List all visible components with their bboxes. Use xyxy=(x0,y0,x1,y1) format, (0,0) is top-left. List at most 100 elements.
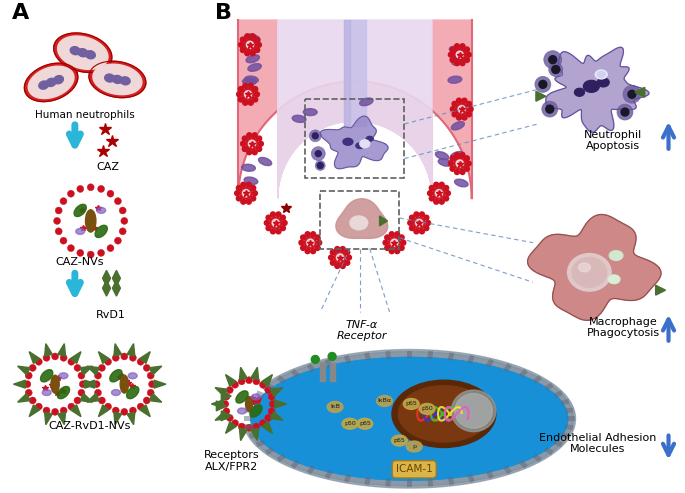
Ellipse shape xyxy=(597,71,605,77)
Ellipse shape xyxy=(609,250,623,260)
Circle shape xyxy=(270,217,282,229)
Ellipse shape xyxy=(391,435,408,446)
Polygon shape xyxy=(154,380,166,388)
Text: Macrophage
Phagocytosis: Macrophage Phagocytosis xyxy=(586,317,660,339)
Ellipse shape xyxy=(127,387,139,399)
Polygon shape xyxy=(364,352,371,361)
Polygon shape xyxy=(290,459,300,469)
Polygon shape xyxy=(127,344,135,356)
Polygon shape xyxy=(80,393,92,402)
Ellipse shape xyxy=(292,115,306,122)
Circle shape xyxy=(388,237,400,248)
Circle shape xyxy=(257,136,262,141)
Circle shape xyxy=(466,112,471,117)
Polygon shape xyxy=(447,476,454,486)
Polygon shape xyxy=(277,20,432,198)
Circle shape xyxy=(539,80,547,88)
Circle shape xyxy=(427,191,432,196)
Circle shape xyxy=(249,140,256,147)
Circle shape xyxy=(264,415,272,422)
Polygon shape xyxy=(103,281,110,288)
Circle shape xyxy=(628,90,636,98)
Polygon shape xyxy=(28,66,74,99)
Text: CAZ: CAZ xyxy=(96,162,119,172)
Circle shape xyxy=(93,381,100,387)
Text: RvD1: RvD1 xyxy=(95,310,125,320)
Circle shape xyxy=(462,115,467,120)
Circle shape xyxy=(77,249,84,256)
Circle shape xyxy=(410,215,414,220)
Circle shape xyxy=(389,248,394,253)
Polygon shape xyxy=(45,412,52,424)
Polygon shape xyxy=(256,390,265,398)
Text: Neutrophil
Apoptosis: Neutrophil Apoptosis xyxy=(584,130,643,151)
Ellipse shape xyxy=(356,143,364,148)
Text: p50: p50 xyxy=(344,421,356,426)
Polygon shape xyxy=(71,352,81,363)
Polygon shape xyxy=(427,351,434,359)
Ellipse shape xyxy=(45,81,50,86)
Ellipse shape xyxy=(436,152,449,160)
Ellipse shape xyxy=(78,49,88,57)
Polygon shape xyxy=(87,366,99,375)
Circle shape xyxy=(464,166,469,171)
Text: CAZ-NVs: CAZ-NVs xyxy=(55,256,103,267)
Ellipse shape xyxy=(575,88,584,96)
Circle shape xyxy=(453,158,466,170)
Circle shape xyxy=(114,237,121,244)
Polygon shape xyxy=(103,278,110,286)
Circle shape xyxy=(24,381,31,387)
Circle shape xyxy=(416,219,423,226)
Circle shape xyxy=(60,407,67,414)
Circle shape xyxy=(74,397,81,404)
Circle shape xyxy=(425,220,431,225)
Polygon shape xyxy=(112,278,121,286)
Text: p65: p65 xyxy=(393,438,406,443)
Polygon shape xyxy=(545,383,553,391)
Polygon shape xyxy=(265,447,274,455)
Ellipse shape xyxy=(584,80,599,92)
Ellipse shape xyxy=(244,177,258,184)
Circle shape xyxy=(340,264,345,269)
Circle shape xyxy=(77,185,84,192)
Circle shape xyxy=(60,354,67,361)
Ellipse shape xyxy=(595,70,607,79)
Text: p65: p65 xyxy=(359,421,371,426)
Circle shape xyxy=(315,161,325,171)
Circle shape xyxy=(119,228,126,235)
Circle shape xyxy=(247,133,251,138)
Polygon shape xyxy=(114,412,122,424)
Polygon shape xyxy=(486,358,494,368)
Ellipse shape xyxy=(119,77,124,83)
Ellipse shape xyxy=(360,98,373,106)
Circle shape xyxy=(247,182,251,187)
Circle shape xyxy=(226,387,234,393)
Circle shape xyxy=(456,98,462,103)
Ellipse shape xyxy=(251,394,260,400)
Circle shape xyxy=(29,364,36,371)
Polygon shape xyxy=(127,412,135,424)
Ellipse shape xyxy=(608,275,620,284)
Ellipse shape xyxy=(366,137,373,141)
Circle shape xyxy=(455,152,460,158)
Circle shape xyxy=(99,397,105,404)
Circle shape xyxy=(95,389,101,396)
Circle shape xyxy=(546,105,553,113)
Circle shape xyxy=(247,41,253,48)
Polygon shape xyxy=(271,387,283,396)
Polygon shape xyxy=(251,357,568,480)
Circle shape xyxy=(149,381,155,387)
Text: p65: p65 xyxy=(406,401,417,406)
Circle shape xyxy=(238,423,245,430)
Ellipse shape xyxy=(242,164,256,171)
Ellipse shape xyxy=(392,380,496,448)
Circle shape xyxy=(112,407,119,414)
Ellipse shape xyxy=(76,228,85,234)
Polygon shape xyxy=(277,454,286,462)
Ellipse shape xyxy=(51,375,59,393)
Circle shape xyxy=(236,196,241,201)
Ellipse shape xyxy=(578,263,590,272)
Circle shape xyxy=(466,52,471,57)
Circle shape xyxy=(247,199,251,204)
Circle shape xyxy=(449,161,453,166)
